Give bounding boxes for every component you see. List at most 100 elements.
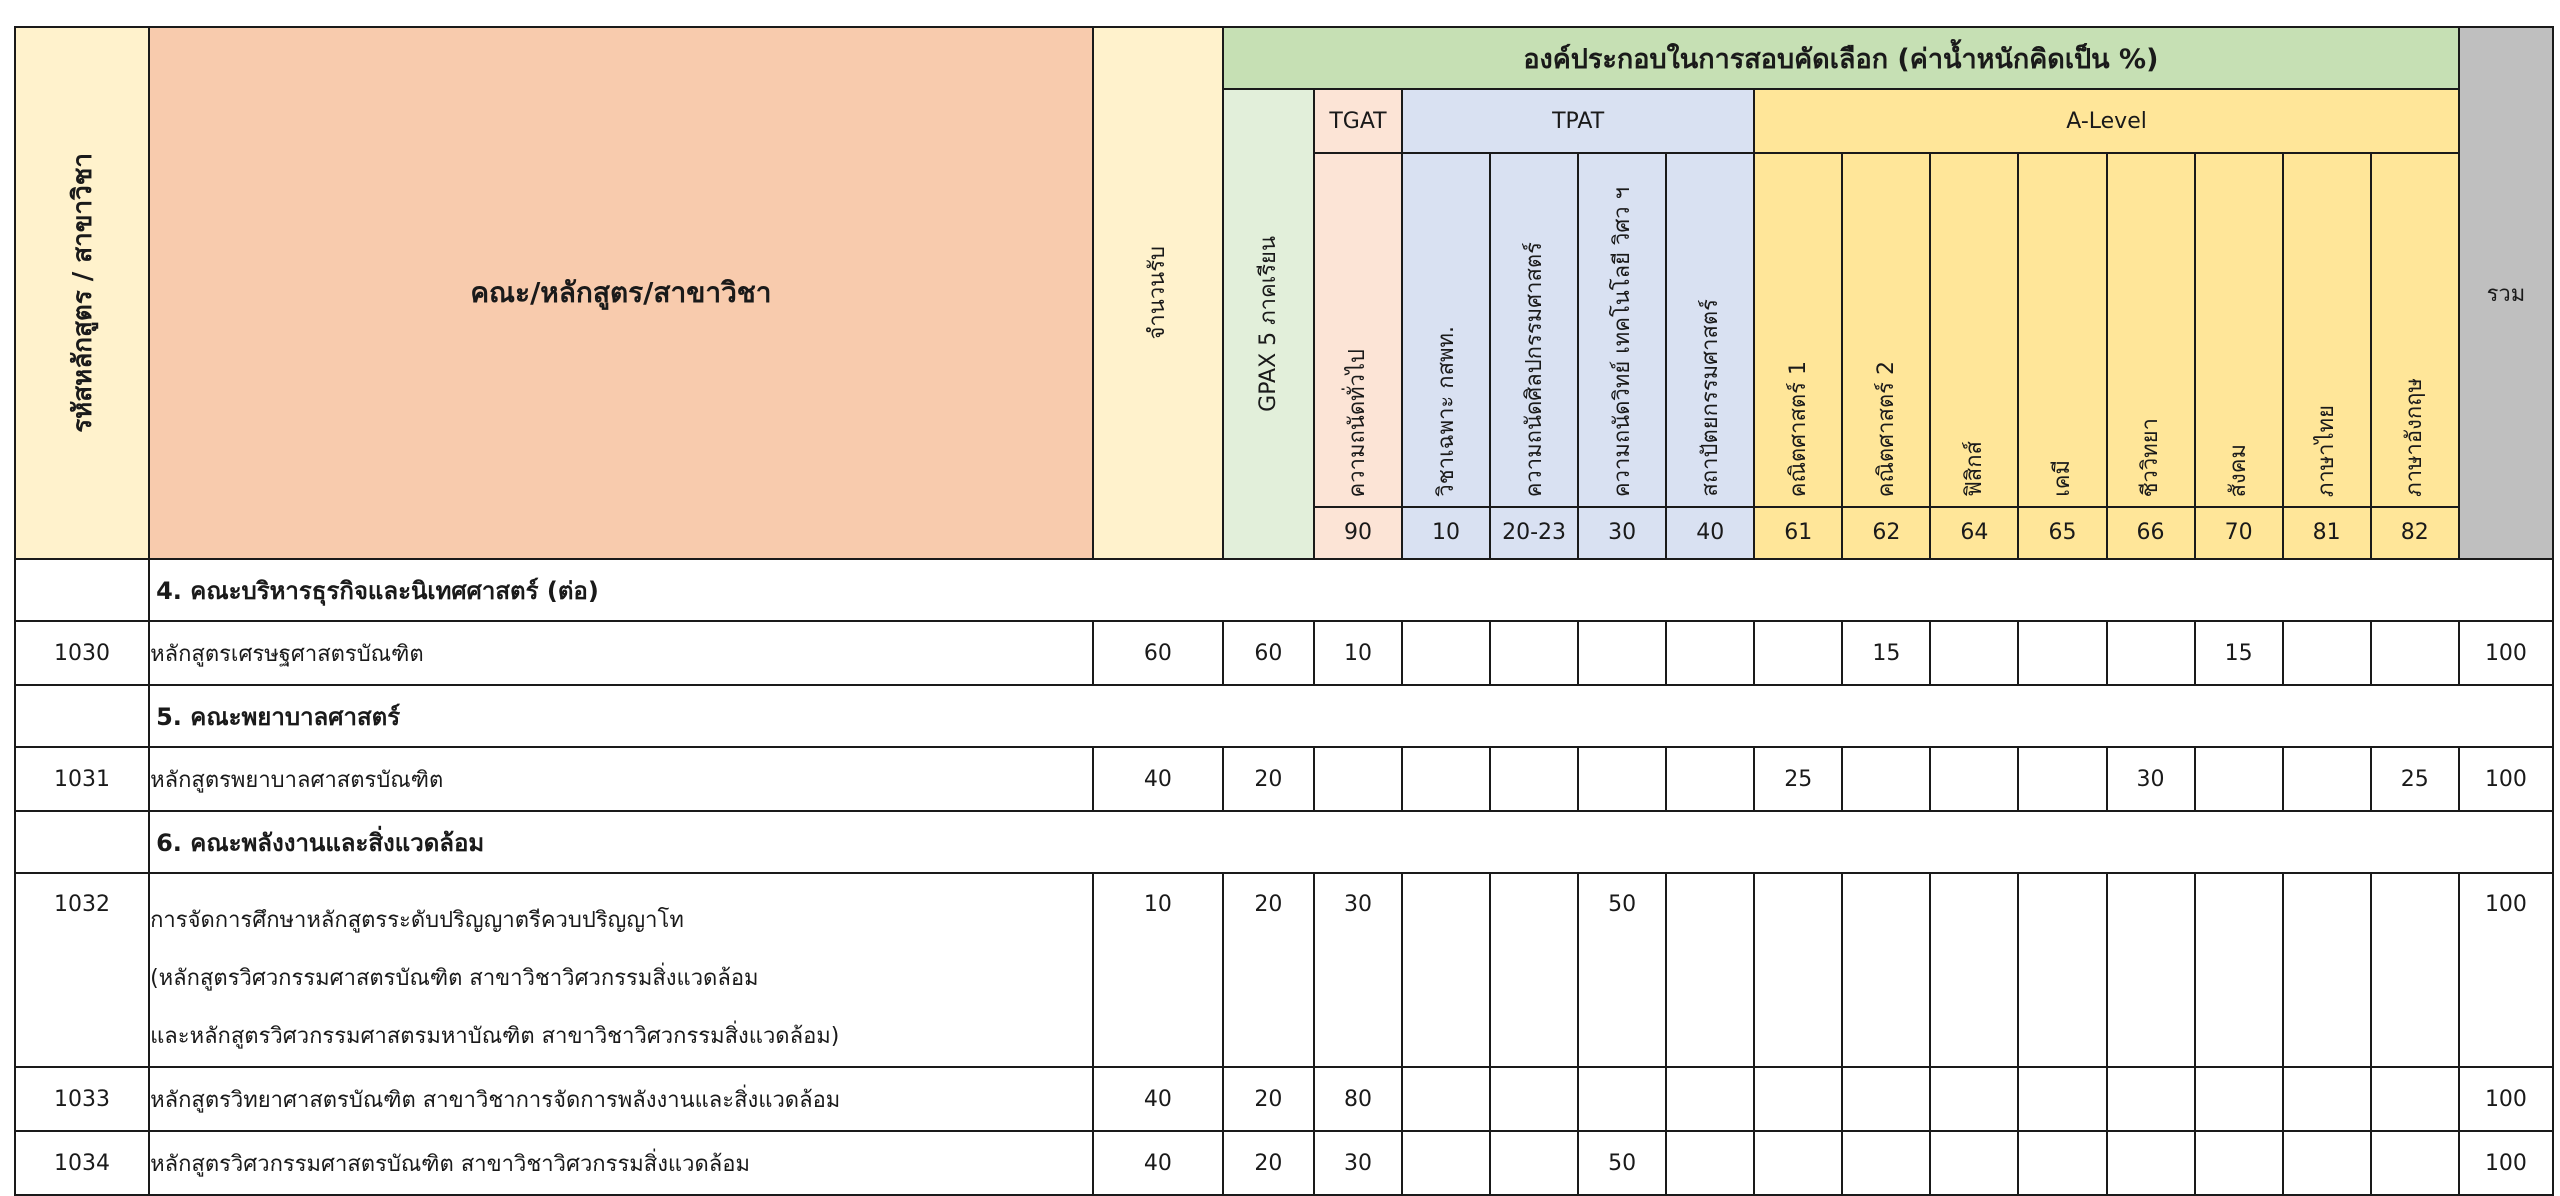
seats-value: 40 [1091,1066,1224,1132]
program-code: 1033 [13,1066,151,1132]
score-value [1929,1066,2020,1132]
score-value: 50 [1577,872,1668,1068]
program-name-line: (หลักสูตรวิศวกรรมศาสตรบัณฑิต สาขาวิชาวิศ… [150,966,759,991]
score-value [1929,620,2020,686]
score-value [1400,872,1492,1068]
score-value [1577,1066,1668,1132]
section-title: 4. คณะบริหารธุรกิจและนิเทศศาสตร์ (ต่อ) [148,558,2554,622]
score-value [1753,872,1844,1068]
gpax-value: 20 [1221,872,1315,1068]
score-value [1577,620,1668,686]
score-value [2105,1066,2196,1132]
gpax-value: 60 [1221,620,1315,686]
subject-code: 81 [2281,505,2372,561]
score-value [1841,1130,1932,1196]
subject-code: 20-23 [1489,505,1580,561]
subject-header: คณิตศาสตร์ 1 [1753,152,1844,508]
subject-header: สังคม [2193,152,2284,508]
alevel-group-header: A-Level [1753,87,2460,155]
seats-value: 40 [1091,746,1224,812]
score-value: 80 [1312,1066,1404,1132]
total-column-header: รวม [2457,26,2555,560]
tgat-group-header: TGAT [1312,87,1404,155]
subject-header: ชีววิทยา [2105,152,2196,508]
section-title: 6. คณะพลังงานและสิ่งแวดล้อม [148,810,2554,874]
score-value [1400,1066,1492,1132]
seats-value: 60 [1091,620,1224,686]
section-row: 4. คณะบริหารธุรกิจและนิเทศศาสตร์ (ต่อ) [13,558,2554,622]
subject-code: 70 [2193,505,2284,561]
total-value: 100 [2457,1066,2555,1132]
section-title: 5. คณะพยาบาลศาสตร์ [148,684,2554,748]
subject-header: ความถนัดวิทย์ เทคโนโลยี วิศว ฯ [1577,152,1668,508]
score-value [1400,1130,1492,1196]
section-row: 6. คณะพลังงานและสิ่งแวดล้อม [13,810,2554,874]
program-code: 1030 [13,620,151,686]
program-name-line: การจัดการศึกษาหลักสูตรระดับปริญญาตรีควบป… [150,908,684,933]
score-value: 30 [1312,872,1404,1068]
score-value [2017,620,2108,686]
score-value [1753,1130,1844,1196]
score-value [1753,1066,1844,1132]
program-name: หลักสูตรวิศวกรรมศาสตรบัณฑิต สาขาวิชาวิศว… [148,1130,1094,1196]
subject-header: ความถนัดศิลปกรรมศาสตร์ [1489,152,1580,508]
score-value [1400,620,1492,686]
program-name: หลักสูตรเศรษฐศาสตรบัณฑิต [148,620,1094,686]
score-value [2193,746,2284,812]
score-value: 25 [2369,746,2460,812]
score-value [1929,746,2020,812]
subject-code: 10 [1400,505,1492,561]
total-value: 100 [2457,620,2555,686]
subject-header: สถาปัตยกรรมศาสตร์ [1665,152,1756,508]
gpax-value: 20 [1221,746,1315,812]
score-value [1400,746,1492,812]
total-value: 100 [2457,872,2555,1068]
subject-header: ภาษาไทย [2281,152,2372,508]
program-name-line: หลักสูตรวิทยาศาสตรบัณฑิต สาขาวิชาการจัดก… [150,1087,841,1113]
seats-column-header: จำนวนรับ [1091,26,1224,560]
subject-code: 90 [1312,505,1404,561]
section-code-cell [13,810,151,874]
score-value [2369,620,2460,686]
program-row: 1034 หลักสูตรวิศวกรรมศาสตรบัณฑิต สาขาวิชา… [13,1130,2555,1196]
section-code-cell [13,684,151,748]
subject-header: คณิตศาสตร์ 2 [1841,152,1932,508]
score-value [2193,1066,2284,1132]
total-value: 100 [2457,746,2555,812]
program-name-line: หลักสูตรเศรษฐศาสตรบัณฑิต [150,641,424,667]
score-value [1577,746,1668,812]
components-header: องค์ประกอบในการสอบคัดเลือก (ค่าน้ำหนักคิ… [1221,26,2460,90]
program-name: หลักสูตรพยาบาลศาสตรบัณฑิต [148,746,1094,812]
tpat-group-header: TPAT [1400,87,1756,155]
subject-header: ภาษาอังกฤษ [2369,152,2460,508]
score-value [1489,872,1580,1068]
score-value [2369,872,2460,1068]
subject-code: 66 [2105,505,2196,561]
score-value: 50 [1577,1130,1668,1196]
score-value [2281,746,2372,812]
score-value: 15 [2193,620,2284,686]
score-value [2193,1130,2284,1196]
score-value: 30 [1312,1130,1404,1196]
subject-header: ความถนัดทั่วไป [1312,152,1404,508]
program-name-line: และหลักสูตรวิศวกรรมศาสตรมหาบัณฑิต สาขาวิ… [150,1024,840,1049]
program-code: 1034 [13,1130,151,1196]
program-code: 1032 [13,872,151,1068]
score-value [1665,746,1756,812]
score-value [1841,1066,1932,1132]
score-value [1665,1130,1756,1196]
score-value [1665,620,1756,686]
section-code-cell [13,558,151,622]
subject-code: 82 [2369,505,2460,561]
program-name-line: หลักสูตรพยาบาลศาสตรบัณฑิต [150,767,444,793]
total-value: 100 [2457,1130,2555,1196]
subject-code: 40 [1665,505,1756,561]
score-value [2193,872,2284,1068]
program-row: 1030 หลักสูตรเศรษฐศาสตรบัณฑิต 60 60 10 15 15 10… [13,620,2555,686]
seats-value: 40 [1091,1130,1224,1196]
score-value [2281,620,2372,686]
score-value [1841,746,1932,812]
code-column-header: รหัสหลักสูตร / สาขาวิชา [13,26,151,560]
score-value: 15 [1841,620,1932,686]
score-value [2105,872,2196,1068]
